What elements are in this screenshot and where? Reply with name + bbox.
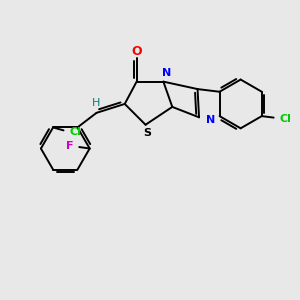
Text: H: H: [92, 98, 100, 108]
Text: N: N: [162, 68, 172, 78]
Text: O: O: [131, 45, 142, 58]
Text: S: S: [143, 128, 151, 138]
Text: Cl: Cl: [280, 114, 292, 124]
Text: N: N: [206, 115, 215, 125]
Text: F: F: [66, 140, 73, 151]
Text: Cl: Cl: [70, 127, 81, 137]
